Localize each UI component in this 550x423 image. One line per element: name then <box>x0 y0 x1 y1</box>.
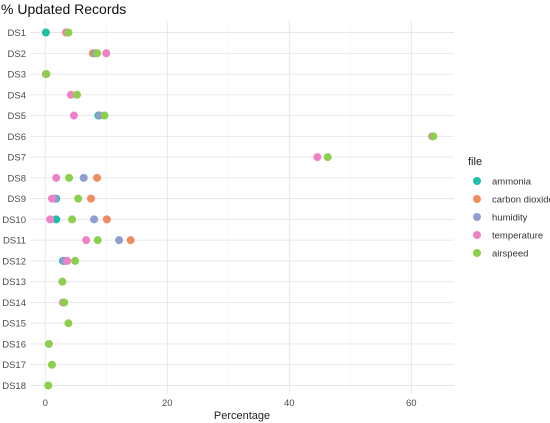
y-tick-label: DS5 <box>8 111 26 122</box>
point-airspeed <box>65 173 74 182</box>
point-carbon-dioxide <box>126 236 135 245</box>
legend-label-ammonia: ammonia <box>492 177 532 188</box>
legend-key-ammonia <box>473 177 481 185</box>
point-humidity <box>115 236 124 245</box>
point-carbon-dioxide <box>93 173 102 182</box>
y-tick-label: DS3 <box>8 70 26 81</box>
y-tick-label: DS11 <box>3 236 26 247</box>
point-temperature <box>66 90 75 99</box>
y-tick-label: DS7 <box>8 153 26 164</box>
point-airspeed <box>64 28 73 37</box>
y-tick-label: DS2 <box>8 49 26 60</box>
x-tick-label: 60 <box>406 398 417 409</box>
y-tick-label: DS14 <box>2 298 26 309</box>
point-temperature <box>313 153 322 162</box>
point-airspeed <box>64 319 73 328</box>
point-airspeed <box>72 90 81 99</box>
plot-background <box>30 21 454 394</box>
legend-label-temperature: temperature <box>492 231 543 242</box>
point-airspeed <box>323 153 332 162</box>
point-temperature <box>52 173 61 182</box>
x-tick-label: 40 <box>284 398 295 409</box>
point-ammonia <box>41 28 50 37</box>
point-temperature <box>82 236 91 245</box>
y-tick-label: DS16 <box>2 339 26 350</box>
y-tick-label: DS1 <box>8 28 26 39</box>
point-airspeed <box>93 236 102 245</box>
y-tick-label: DS10 <box>2 215 26 226</box>
point-temperature <box>47 194 56 203</box>
chart-title: % Updated Records <box>1 1 126 17</box>
legend-key-airspeed <box>473 249 481 257</box>
point-humidity <box>90 215 99 224</box>
plot-area <box>30 21 454 394</box>
point-airspeed <box>44 339 53 348</box>
legend: file ammonia carbon dioxide humidity temper… <box>468 156 550 260</box>
point-airspeed <box>71 256 80 265</box>
point-airspeed <box>60 298 69 307</box>
legend-key-carbon-dioxide <box>473 195 481 203</box>
legend-key-temperature <box>473 231 481 239</box>
point-carbon-dioxide <box>87 194 96 203</box>
point-humidity <box>79 173 88 182</box>
point-airspeed <box>44 381 53 390</box>
y-tick-label: DS18 <box>2 381 26 392</box>
y-tick-label: DS13 <box>2 277 26 288</box>
point-carbon-dioxide <box>102 215 111 224</box>
x-axis-label: Percentage <box>214 410 270 422</box>
point-airspeed <box>42 70 51 79</box>
point-airspeed <box>47 360 56 369</box>
x-tick-label: 20 <box>162 398 173 409</box>
x-axis: 0 20 40 60 <box>43 398 417 409</box>
y-tick-label: DS12 <box>2 256 26 267</box>
point-airspeed <box>74 194 83 203</box>
y-axis: DS1 DS2 DS3 DS4 DS5 DS6 DS7 DS8 DS9 DS10 DS11 DS12 D… <box>2 28 26 392</box>
legend-label-carbon-dioxide: carbon dioxide <box>492 195 550 206</box>
point-temperature <box>63 256 72 265</box>
legend-title: file <box>468 156 482 168</box>
y-tick-label: DS4 <box>8 90 26 101</box>
point-airspeed <box>93 49 102 58</box>
legend-label-airspeed: airspeed <box>492 249 528 260</box>
point-ammonia <box>52 215 61 224</box>
point-temperature <box>69 111 78 120</box>
y-tick-label: DS17 <box>2 360 26 371</box>
y-tick-label: DS6 <box>8 132 26 143</box>
point-airspeed <box>429 132 438 141</box>
y-tick-label: DS9 <box>8 194 26 205</box>
point-temperature <box>102 49 111 58</box>
point-airspeed <box>68 215 77 224</box>
data-points <box>41 28 438 390</box>
legend-label-humidity: humidity <box>492 213 528 224</box>
legend-items: ammonia carbon dioxide humidity temperature… <box>473 177 550 260</box>
point-airspeed <box>58 277 67 286</box>
x-tick-label: 0 <box>43 398 48 409</box>
legend-key-humidity <box>473 213 481 221</box>
point-airspeed <box>100 111 109 120</box>
point-temperature <box>46 215 55 224</box>
y-tick-label: DS8 <box>8 173 26 184</box>
y-tick-label: DS15 <box>2 319 26 330</box>
